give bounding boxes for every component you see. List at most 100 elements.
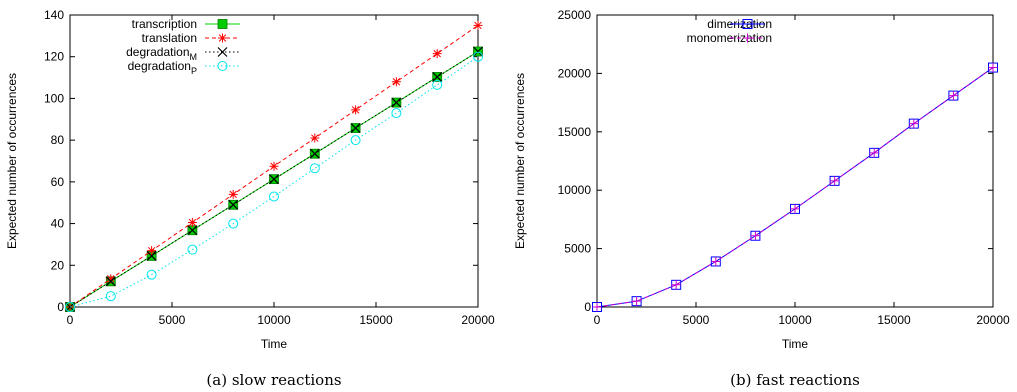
data-point	[350, 135, 361, 146]
data-point	[310, 133, 320, 143]
data-point	[432, 79, 443, 90]
legend-label: translation	[142, 31, 197, 45]
data-point	[711, 256, 721, 266]
series-translation	[65, 20, 483, 312]
series-layer	[65, 20, 483, 312]
series-layer	[592, 62, 998, 312]
y-tick-label: 60	[51, 175, 65, 189]
data-point	[106, 274, 116, 284]
data-point	[187, 225, 198, 236]
legend-item: degradationP	[128, 59, 240, 76]
caption: (a) slow reactions	[206, 371, 341, 389]
data-point	[228, 189, 238, 199]
legend-swatch-marker	[743, 33, 752, 43]
data-point	[269, 191, 279, 202]
data-point	[147, 246, 157, 256]
legend-swatch-marker	[217, 47, 228, 57]
legend-label: degradationP	[128, 59, 197, 76]
y-tick-label: 25000	[558, 8, 592, 22]
data-point	[105, 291, 116, 302]
y-tick-label: 10000	[558, 183, 592, 197]
series-line	[69, 56, 479, 308]
legend-swatch-marker	[218, 33, 227, 43]
legend-label: transcription	[132, 17, 197, 31]
chart-fast-reactions: 0 5000 10000 15000 20000 0 5000 10000 15000 2000…	[513, 8, 1010, 389]
x-tick-label: 15000	[359, 313, 393, 327]
legend-swatch-marker	[742, 19, 753, 29]
data-point	[750, 231, 760, 241]
x-tick-label: 20000	[461, 313, 495, 327]
legend-item: monomerization	[687, 31, 772, 45]
x-tick-label: 20000	[976, 313, 1010, 327]
data-point	[146, 250, 157, 261]
legend-item: translation	[142, 31, 240, 45]
data-point	[351, 105, 361, 115]
x-tick-label: 10000	[778, 313, 812, 327]
y-tick-label: 0	[584, 300, 591, 314]
data-point	[146, 269, 157, 280]
x-axis-title: Time	[782, 337, 809, 351]
data-point	[473, 51, 483, 62]
y-tick-label: 0	[57, 300, 64, 314]
x-tick-label: 5000	[159, 313, 186, 327]
data-point	[187, 218, 197, 228]
data-point	[909, 119, 919, 129]
series-degradation-P	[65, 51, 483, 312]
data-point	[948, 91, 958, 101]
data-point	[391, 108, 402, 119]
legend-item: degradationM	[126, 45, 240, 62]
data-point	[228, 218, 239, 229]
series-monomerization	[592, 63, 998, 312]
plot-frame	[596, 14, 994, 308]
data-point	[432, 49, 442, 59]
data-point	[671, 280, 681, 290]
data-point	[269, 174, 279, 185]
y-tick-label: 140	[44, 8, 64, 22]
legend-label: degradationM	[126, 45, 197, 62]
x-tick-labels: 0 5000 10000 15000 20000	[594, 15, 1010, 327]
y-axis-title: Expected number of occurrences	[5, 73, 19, 249]
data-point	[65, 302, 75, 312]
data-point	[988, 63, 998, 73]
legend: transcriptiontranslationdegradationMdegr…	[126, 17, 240, 76]
data-point	[105, 276, 116, 287]
series-line	[596, 67, 994, 308]
data-point	[350, 123, 361, 133]
legend-item: transcription	[132, 17, 240, 31]
data-point	[790, 204, 800, 214]
y-axis-title: Expected number of occurrences	[513, 73, 527, 249]
x-tick-label: 10000	[257, 313, 291, 327]
data-point	[432, 72, 443, 82]
y-tick-label: 5000	[564, 242, 591, 256]
data-point	[187, 244, 198, 255]
series-dimerization	[592, 62, 998, 312]
data-point	[391, 97, 402, 108]
y-tick-label: 100	[44, 91, 64, 105]
series-degradation-M	[65, 46, 483, 312]
y-tick-label: 80	[51, 133, 65, 147]
data-point	[228, 199, 239, 210]
legend-swatch-marker	[217, 19, 228, 29]
y-tick-label: 40	[51, 217, 65, 231]
x-tick-label: 5000	[683, 313, 710, 327]
data-point	[830, 176, 840, 186]
data-point	[309, 148, 320, 159]
data-point	[632, 296, 642, 306]
data-point	[269, 161, 279, 171]
data-point	[473, 20, 483, 30]
y-tick-label: 15000	[558, 125, 592, 139]
data-point	[309, 163, 320, 174]
data-point	[473, 46, 483, 57]
y-tick-labels: 0 20 40 60 80 100 120 140	[44, 8, 478, 314]
series-line	[596, 67, 994, 308]
x-tick-labels: 0 5000 10000 15000 20000	[67, 15, 495, 327]
x-tick-label: 0	[67, 313, 74, 327]
legend-swatch-marker	[217, 61, 228, 71]
data-point	[592, 302, 602, 312]
x-tick-label: 0	[594, 313, 601, 327]
caption: (b) fast reactions	[730, 371, 860, 389]
x-tick-label: 15000	[877, 313, 911, 327]
chart-slow-reactions: 0 5000 10000 15000 20000 020406080100120140 …	[5, 8, 495, 389]
